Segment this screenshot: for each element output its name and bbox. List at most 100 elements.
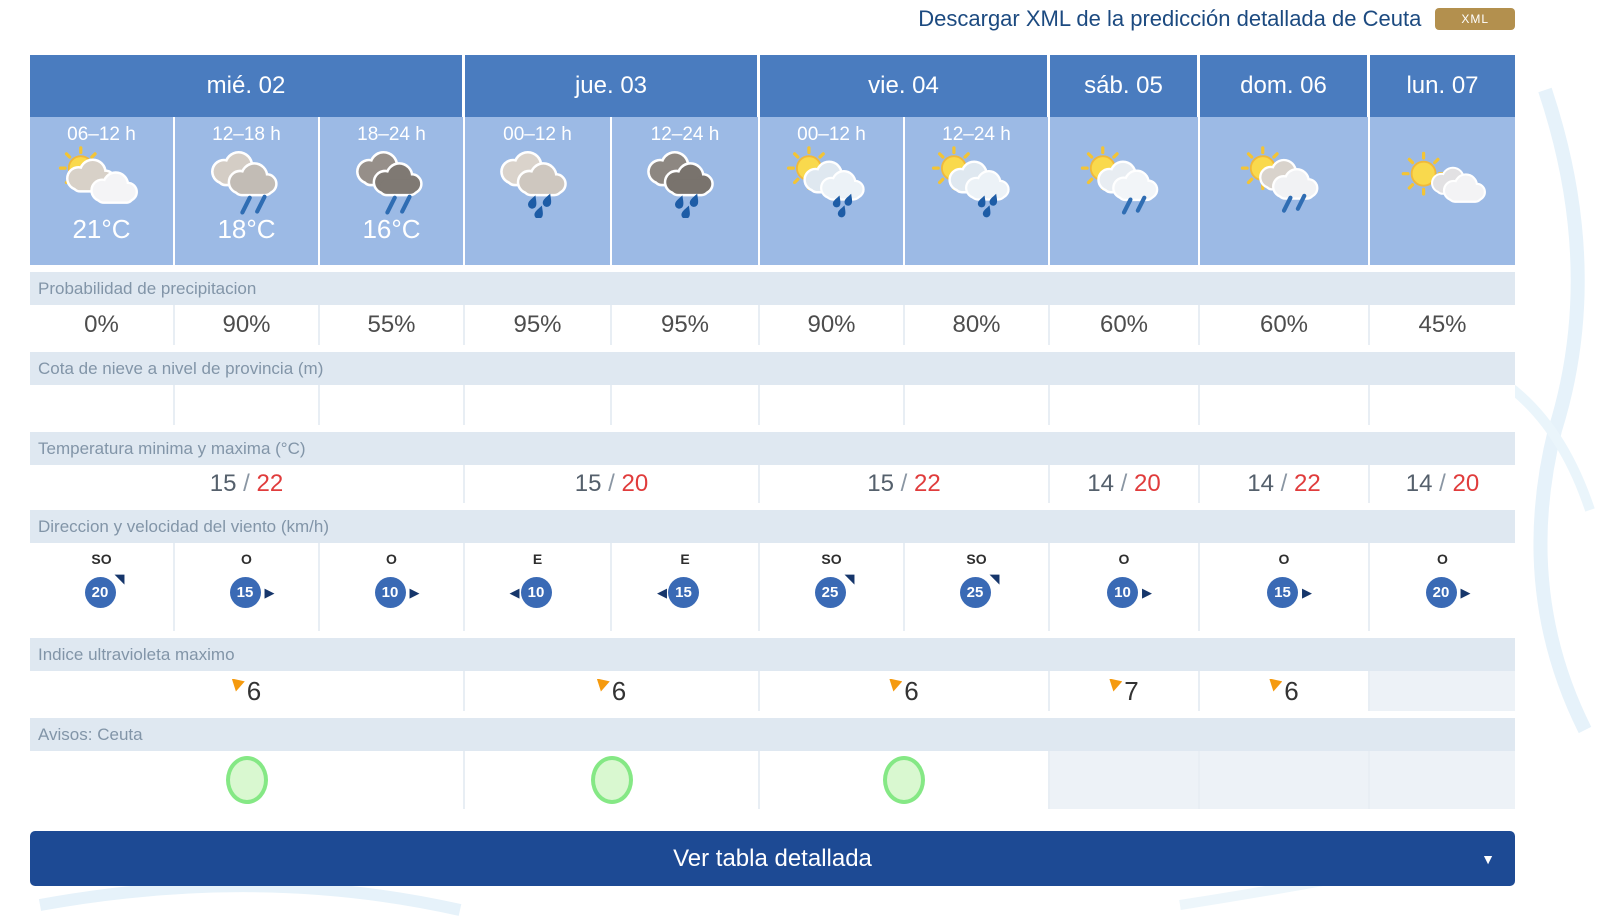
precipitation-value: 0%	[30, 305, 175, 345]
wind-badge: 10 ▶	[374, 577, 420, 611]
period-temp: 18°C	[217, 214, 276, 244]
temp-max: 22	[256, 470, 284, 497]
wind-badge: 20 ▶	[1425, 577, 1471, 611]
sun-cloud-rain-icon	[780, 146, 884, 218]
period-time-label: 12–18 h	[212, 124, 281, 145]
wind-cell: E 15 ◀	[612, 543, 760, 631]
wind-cell: SO 20 ◥	[30, 543, 175, 631]
sun-cloud-lightrain-icon	[1072, 146, 1176, 218]
snow-level-value	[1370, 385, 1515, 425]
period-header-row: 06–12 h 21°C 12–18 h 18°C 18–24 h 16°C 00–12 h…	[30, 117, 1515, 265]
temp-separator: /	[236, 470, 257, 497]
precipitation-label: Probabilidad de precipitacion	[30, 272, 1515, 305]
wind-direction: O	[1118, 551, 1130, 567]
snow-level-value	[760, 385, 905, 425]
aviso-cell	[1200, 751, 1370, 809]
wind-badge: 15 ▶	[229, 577, 275, 611]
wind-badge: 20 ◥	[84, 572, 125, 611]
uv-number: 6	[246, 675, 262, 706]
period-cell: 06–12 h 21°C	[30, 117, 175, 265]
aviso-green-circle-icon	[883, 756, 925, 804]
uv-flag-icon	[231, 678, 245, 692]
period-cell: 12–18 h 18°C	[175, 117, 320, 265]
period-cell: 00–12 h	[465, 117, 612, 265]
temp-minmax-cell: 15 / 22	[30, 465, 465, 503]
wind-cell: O 10 ▶	[320, 543, 465, 631]
wind-arrow-icon: ◥	[844, 571, 855, 586]
snow-level-row	[30, 385, 1515, 425]
temp-minmax-cell: 15 / 20	[465, 465, 760, 503]
temperature-row: 15 / 22 15 / 20 15 / 22 14 / 20 14 / 22 14 / …	[30, 465, 1515, 503]
forecast-table: mié. 02 jue. 03 vie. 04 sáb. 05 dom. 06 lun. …	[30, 55, 1515, 886]
wind-badge: 10 ▶	[1107, 577, 1152, 611]
sun-cloud-rain-icon	[925, 146, 1029, 218]
precipitation-value: 60%	[1200, 305, 1370, 345]
download-xml-link[interactable]: Descargar XML de la predicción detallada…	[918, 6, 1422, 31]
temp-min: 15	[867, 470, 894, 497]
precipitation-value: 90%	[760, 305, 905, 345]
day-header-cell: lun. 07	[1370, 55, 1515, 117]
wind-speed-value: 20	[1425, 577, 1457, 608]
aviso-cell	[465, 751, 760, 809]
uv-number: 6	[611, 675, 627, 706]
wind-label: Direccion y velocidad del viento (km/h)	[30, 510, 1515, 543]
day-header-cell: jue. 03	[465, 55, 760, 117]
period-time-label: 12–24 h	[942, 124, 1011, 145]
wind-arrow-icon: ◀	[509, 585, 520, 600]
precipitation-value: 60%	[1050, 305, 1200, 345]
wind-cell: E 10 ◀	[465, 543, 612, 631]
wind-speed-value: 20	[84, 577, 116, 608]
day-header-cell: mié. 02	[30, 55, 465, 117]
aviso-cell	[1050, 751, 1200, 809]
uv-flag-icon	[1269, 678, 1283, 692]
cloud-rain-icon	[195, 146, 299, 218]
precipitation-value: 95%	[465, 305, 612, 345]
avisos-label: Avisos: Ceuta	[30, 718, 1515, 751]
wind-speed-value: 15	[1267, 577, 1298, 608]
period-cell: 00–12 h	[760, 117, 905, 265]
wind-cell: SO 25 ◥	[760, 543, 905, 631]
wind-cell: O 20 ▶	[1370, 543, 1515, 631]
day-header-cell: dom. 06	[1200, 55, 1370, 117]
temp-minmax-cell: 14 / 20	[1050, 465, 1200, 503]
wind-badge: 10 ◀	[510, 577, 555, 611]
period-time-label: 12–24 h	[650, 124, 720, 145]
period-cell	[1050, 117, 1200, 265]
wind-arrow-icon: ▶	[409, 585, 420, 600]
aviso-green-circle-icon	[225, 756, 268, 804]
sun-clouds-icon	[1391, 146, 1495, 218]
period-cell	[1200, 117, 1370, 265]
wind-speed-value: 10	[374, 577, 406, 608]
day-header-row: mié. 02 jue. 03 vie. 04 sáb. 05 dom. 06 lun. …	[30, 55, 1515, 117]
snow-level-value	[320, 385, 465, 425]
precipitation-value: 90%	[175, 305, 320, 345]
temp-max: 20	[1134, 470, 1161, 497]
wind-speed-value: 15	[229, 577, 261, 608]
day-header-cell: vie. 04	[760, 55, 1050, 117]
darkcloud-raindrops-icon	[633, 146, 737, 218]
aviso-cell	[760, 751, 1050, 809]
snow-level-value	[175, 385, 320, 425]
wind-direction: O	[241, 551, 252, 567]
precipitation-value: 55%	[320, 305, 465, 345]
temp-max: 22	[914, 470, 941, 497]
period-cell: 12–24 h	[612, 117, 760, 265]
darkcloud-rain-icon	[340, 146, 444, 218]
wind-cell: O 10 ▶	[1050, 543, 1200, 631]
wind-cell: O 15 ▶	[1200, 543, 1370, 631]
wind-direction: O	[1437, 551, 1448, 567]
uv-number: 6	[1284, 675, 1299, 706]
period-time-label: 00–12 h	[503, 124, 572, 145]
temp-min: 14	[1405, 470, 1433, 497]
wind-speed-value: 10	[520, 577, 552, 608]
precipitation-value: 95%	[612, 305, 760, 345]
xml-badge-button[interactable]: XML	[1435, 8, 1515, 30]
wind-arrow-icon: ▶	[1142, 585, 1152, 600]
temp-minmax-cell: 15 / 22	[760, 465, 1050, 503]
temp-separator: /	[601, 470, 622, 497]
period-time-label: 18–24 h	[357, 124, 426, 145]
temp-separator: /	[1113, 470, 1134, 497]
wind-speed-value: 10	[1107, 577, 1138, 608]
detailed-table-button[interactable]: Ver tabla detallada ▼	[30, 831, 1515, 886]
wind-badge: 15 ▶	[1267, 577, 1312, 611]
